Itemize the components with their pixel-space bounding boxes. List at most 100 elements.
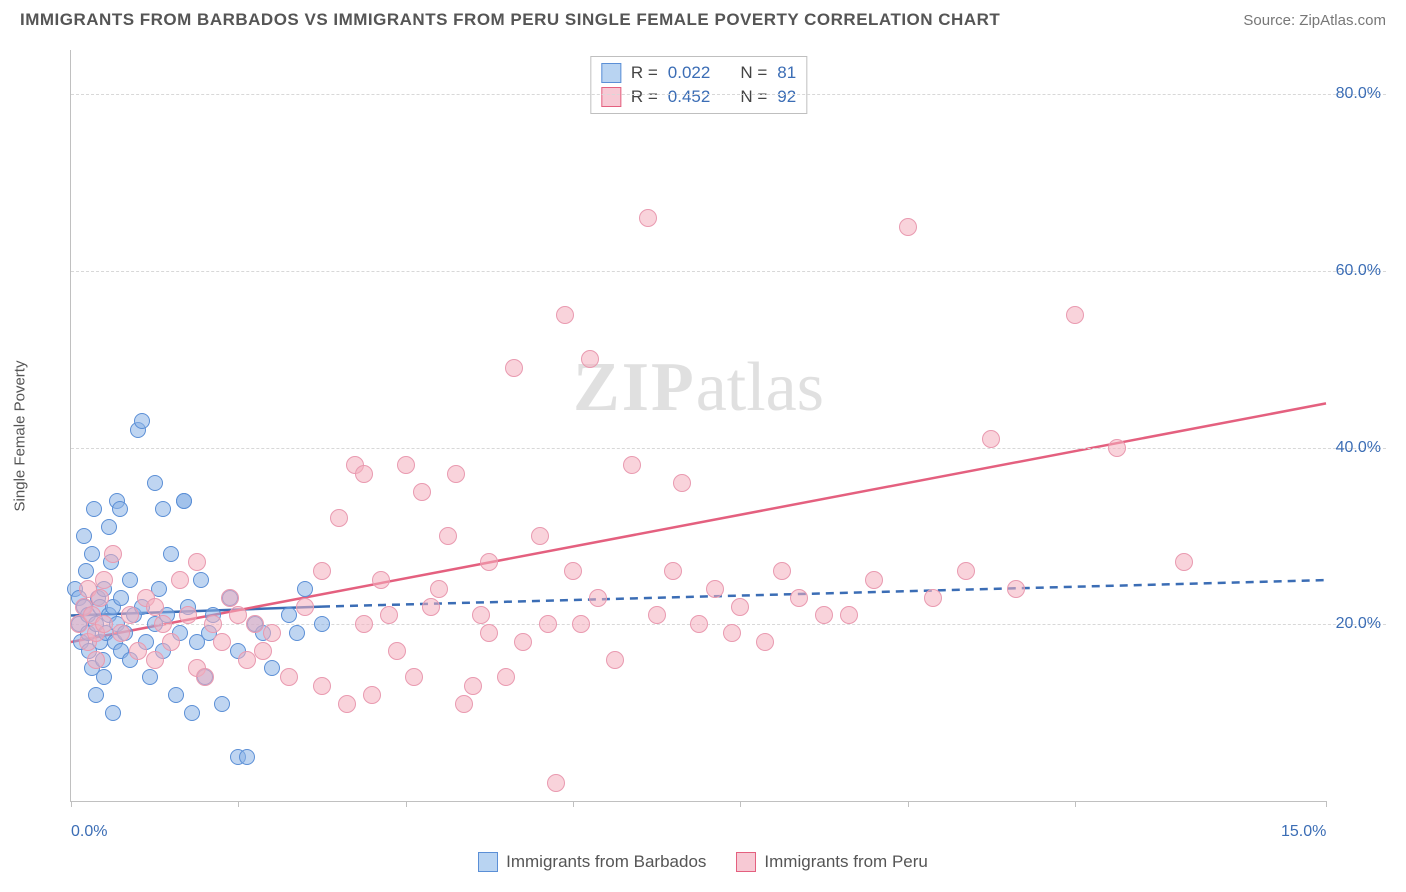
data-point-barbados (86, 501, 102, 517)
data-point-peru (480, 624, 498, 642)
data-point-peru (556, 306, 574, 324)
data-point-peru (1066, 306, 1084, 324)
data-point-peru (447, 465, 465, 483)
x-tick (573, 801, 574, 807)
n-label: N = (740, 87, 767, 107)
legend-item: Immigrants from Peru (736, 852, 927, 872)
r-label: R = (631, 87, 658, 107)
data-point-barbados (289, 625, 305, 641)
data-point-peru (480, 553, 498, 571)
data-point-peru (514, 633, 532, 651)
legend-swatch (736, 852, 756, 872)
data-point-peru (87, 651, 105, 669)
data-point-peru (815, 606, 833, 624)
x-tick (740, 801, 741, 807)
data-point-peru (355, 465, 373, 483)
data-point-peru (146, 651, 164, 669)
data-point-peru (606, 651, 624, 669)
data-point-barbados (78, 563, 94, 579)
x-tick-label: 0.0% (71, 823, 107, 841)
data-point-peru (280, 668, 298, 686)
data-point-barbados (76, 528, 92, 544)
series-swatch (601, 63, 621, 83)
data-point-barbados (176, 493, 192, 509)
trend-lines-layer (71, 50, 1326, 801)
data-point-peru (564, 562, 582, 580)
gridline (71, 271, 1386, 272)
data-point-peru (455, 695, 473, 713)
data-point-peru (899, 218, 917, 236)
data-point-peru (221, 589, 239, 607)
data-point-peru (673, 474, 691, 492)
data-point-barbados (184, 705, 200, 721)
data-point-peru (648, 606, 666, 624)
data-point-barbados (297, 581, 313, 597)
data-point-peru (121, 606, 139, 624)
data-point-peru (129, 642, 147, 660)
n-value: 92 (777, 87, 796, 107)
data-point-peru (91, 589, 109, 607)
plot-area: ZIPatlas R =0.022N =81R =0.452N =92 20.0… (70, 50, 1326, 802)
bottom-legend: Immigrants from Barbados Immigrants from … (0, 852, 1406, 872)
y-tick-label: 60.0% (1336, 262, 1381, 280)
data-point-peru (146, 598, 164, 616)
stats-row: R =0.022N =81 (601, 61, 796, 85)
data-point-barbados (168, 687, 184, 703)
data-point-peru (723, 624, 741, 642)
data-point-peru (405, 668, 423, 686)
data-point-barbados (122, 572, 138, 588)
data-point-peru (95, 615, 113, 633)
legend-label: Immigrants from Peru (764, 852, 927, 872)
source-attribution: Source: ZipAtlas.com (1243, 12, 1386, 29)
legend-label: Immigrants from Barbados (506, 852, 706, 872)
legend-swatch (478, 852, 498, 872)
data-point-peru (263, 624, 281, 642)
data-point-barbados (147, 475, 163, 491)
data-point-peru (338, 695, 356, 713)
x-tick (71, 801, 72, 807)
data-point-peru (756, 633, 774, 651)
data-point-peru (547, 774, 565, 792)
data-point-peru (430, 580, 448, 598)
data-point-peru (982, 430, 1000, 448)
data-point-barbados (112, 501, 128, 517)
data-point-barbados (193, 572, 209, 588)
source-name: ZipAtlas.com (1299, 12, 1386, 29)
data-point-peru (664, 562, 682, 580)
data-point-peru (840, 606, 858, 624)
data-point-peru (238, 651, 256, 669)
data-point-peru (957, 562, 975, 580)
r-label: R = (631, 63, 658, 83)
data-point-peru (313, 677, 331, 695)
data-point-peru (1007, 580, 1025, 598)
data-point-barbados (113, 590, 129, 606)
n-label: N = (740, 63, 767, 83)
chart-container: Single Female Poverty ZIPatlas R =0.022N… (50, 50, 1386, 822)
data-point-peru (213, 633, 231, 651)
data-point-barbados (84, 546, 100, 562)
x-tick (1326, 801, 1327, 807)
legend-item: Immigrants from Barbados (478, 852, 706, 872)
data-point-peru (104, 545, 122, 563)
data-point-peru (355, 615, 373, 633)
data-point-barbados (101, 519, 117, 535)
data-point-barbados (96, 669, 112, 685)
gridline (71, 448, 1386, 449)
x-tick (1075, 801, 1076, 807)
data-point-peru (706, 580, 724, 598)
data-point-peru (464, 677, 482, 695)
data-point-peru (162, 633, 180, 651)
data-point-peru (95, 571, 113, 589)
data-point-barbados (134, 413, 150, 429)
stats-legend-box: R =0.022N =81R =0.452N =92 (590, 56, 807, 114)
data-point-peru (924, 589, 942, 607)
data-point-peru (388, 642, 406, 660)
data-point-peru (690, 615, 708, 633)
stats-row: R =0.452N =92 (601, 85, 796, 109)
data-point-peru (296, 598, 314, 616)
y-axis-label: Single Female Poverty (12, 361, 29, 512)
data-point-barbados (88, 687, 104, 703)
trend-line (322, 580, 1326, 607)
data-point-barbados (142, 669, 158, 685)
data-point-peru (639, 209, 657, 227)
